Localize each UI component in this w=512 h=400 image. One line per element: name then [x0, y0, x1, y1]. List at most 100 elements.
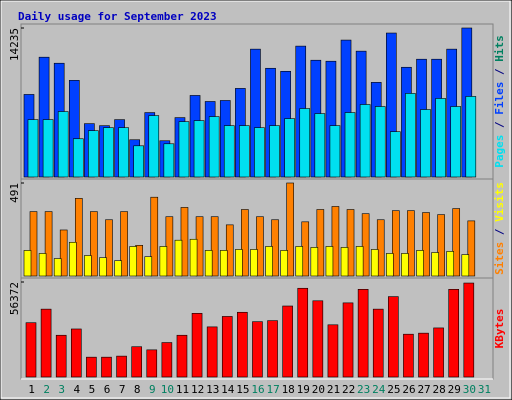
x-tick-label: 21 [327, 383, 340, 396]
bar [403, 333, 414, 378]
bar [376, 219, 385, 277]
bar [178, 121, 190, 178]
bar [114, 260, 122, 277]
x-tick-label: 14 [221, 383, 235, 396]
x-tick-label: 15 [236, 383, 249, 396]
bar [386, 253, 394, 277]
bar [27, 119, 39, 178]
bar [437, 214, 445, 277]
legend-separator: / [493, 222, 506, 242]
bar [422, 212, 430, 277]
bar [219, 250, 228, 277]
bar [146, 349, 158, 378]
x-tick-label: 29 [448, 383, 461, 396]
bar [90, 211, 98, 277]
bar [269, 125, 280, 178]
bar [340, 247, 349, 277]
x-tick-label: 31 [478, 383, 491, 396]
bar [310, 247, 319, 277]
bar [374, 106, 386, 178]
bar [191, 313, 203, 378]
bar [355, 246, 364, 277]
x-tick-label: 22 [342, 383, 355, 396]
bar [392, 210, 400, 277]
x-tick-label: 6 [104, 383, 111, 396]
x-tick-label: 11 [176, 383, 189, 396]
bar [57, 111, 69, 178]
bar [161, 342, 173, 378]
bar [256, 216, 264, 277]
bar [206, 326, 218, 378]
bar [88, 130, 99, 178]
bar [284, 118, 295, 178]
bar [159, 246, 168, 277]
legend: Sites / Visits [493, 182, 506, 275]
bar [390, 131, 401, 178]
bar [208, 116, 220, 178]
bar [344, 112, 356, 178]
legend-entry: Pages [493, 135, 506, 168]
bar [44, 211, 53, 277]
bar [144, 256, 153, 277]
x-tick-label: 20 [312, 383, 325, 396]
bar [25, 322, 37, 378]
bar [148, 115, 160, 178]
legend-entry: Files [493, 82, 506, 115]
bar [239, 125, 250, 178]
bar [99, 257, 107, 277]
bar [38, 253, 47, 277]
x-tick-label: 5 [89, 383, 96, 396]
bar [346, 209, 355, 277]
x-tick-label: 1 [28, 383, 35, 396]
bar [101, 356, 112, 378]
bar [174, 239, 183, 277]
x-tick-label: 2 [43, 383, 50, 396]
bar [388, 296, 399, 378]
y-tick-label: 14235 [8, 28, 21, 61]
bar [72, 138, 84, 178]
x-tick-label: 4 [74, 383, 81, 396]
bar [150, 196, 159, 277]
x-tick-label: 30 [463, 383, 476, 396]
bar [86, 356, 97, 378]
x-tick-label: 7 [119, 383, 126, 396]
bar [416, 250, 424, 277]
bar [407, 210, 415, 277]
bar [105, 219, 113, 277]
bar [327, 324, 339, 378]
bar [68, 241, 77, 277]
x-tick-label: 25 [387, 383, 400, 396]
bar [210, 216, 219, 277]
bar [265, 246, 273, 277]
legend: KBytes [493, 309, 506, 349]
bar [84, 255, 92, 277]
bar [282, 305, 293, 378]
x-tick-label: 18 [282, 383, 295, 396]
legend-entry: Visits [493, 182, 506, 222]
bar [463, 282, 475, 378]
bar [221, 316, 233, 378]
bar [189, 238, 198, 277]
bar [40, 308, 52, 378]
bar [357, 289, 369, 378]
bar [116, 355, 127, 378]
bar [29, 211, 38, 277]
bar [133, 145, 144, 178]
bar [70, 328, 82, 378]
bar [331, 206, 340, 277]
bar [267, 320, 278, 378]
legend-entry: Sites [493, 242, 506, 275]
bar [342, 302, 354, 378]
bar [325, 246, 334, 277]
bar [446, 251, 455, 277]
bar [74, 198, 83, 277]
legend-separator: / [493, 62, 506, 82]
bar [129, 246, 137, 277]
bar [223, 125, 235, 178]
bar [53, 258, 62, 277]
bar [431, 252, 439, 277]
x-tick-label: 16 [251, 383, 264, 396]
bar [235, 249, 243, 277]
bar [467, 220, 476, 277]
